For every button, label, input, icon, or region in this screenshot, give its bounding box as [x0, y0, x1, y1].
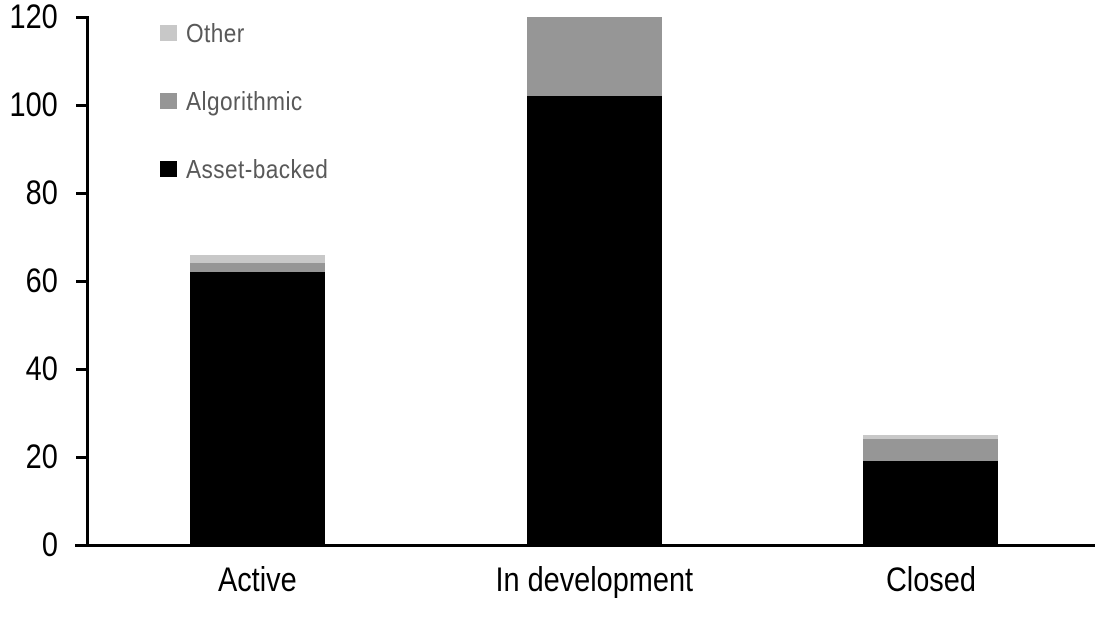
x-axis-label-closed: Closed: [885, 561, 976, 599]
legend-item-algorithmic: Algorithmic: [160, 85, 320, 116]
y-tick-mark-80: [76, 191, 89, 195]
bar-segment-active-asset-backed: [190, 272, 325, 545]
x-axis-label-in-development: In development: [495, 561, 694, 599]
y-tick-label-40: 40: [25, 350, 58, 388]
bar-segment-closed-algorithmic: [863, 439, 998, 462]
bar-segment-active-algorithmic: [190, 263, 325, 273]
legend-item-asset-backed: Asset-backed: [160, 153, 350, 184]
bar-segment-active-other: [190, 254, 325, 264]
y-tick-label-120: 120: [9, 0, 58, 36]
x-axis-label-active: Active: [218, 561, 297, 599]
legend-label-other: Other: [186, 17, 245, 48]
y-tick-mark-40: [76, 367, 89, 371]
bar-segment-in-development-algorithmic: [527, 17, 662, 97]
legend-swatch-asset-backed-icon: [160, 161, 177, 177]
y-tick-label-100: 100: [9, 86, 58, 124]
bar-segment-closed-asset-backed: [863, 461, 998, 545]
legend-swatch-other-icon: [160, 25, 177, 41]
legend-item-other: Other: [160, 17, 254, 48]
y-tick-label-0: 0: [41, 526, 58, 564]
y-tick-label-60: 60: [25, 262, 58, 300]
bar-segment-in-development-asset-backed: [527, 96, 662, 545]
y-tick-mark-20: [76, 455, 89, 459]
legend-label-algorithmic: Algorithmic: [186, 85, 303, 116]
bar-segment-closed-other: [863, 435, 998, 440]
y-tick-label-20: 20: [25, 438, 58, 476]
y-tick-label-80: 80: [25, 174, 58, 212]
y-tick-mark-120: [76, 15, 89, 19]
y-tick-mark-100: [76, 103, 89, 107]
y-tick-mark-60: [76, 279, 89, 283]
x-axis-line: [75, 544, 1095, 547]
legend-swatch-algorithmic-icon: [160, 93, 177, 109]
y-tick-mark-0: [76, 543, 89, 547]
legend-label-asset-backed: Asset-backed: [186, 153, 329, 184]
